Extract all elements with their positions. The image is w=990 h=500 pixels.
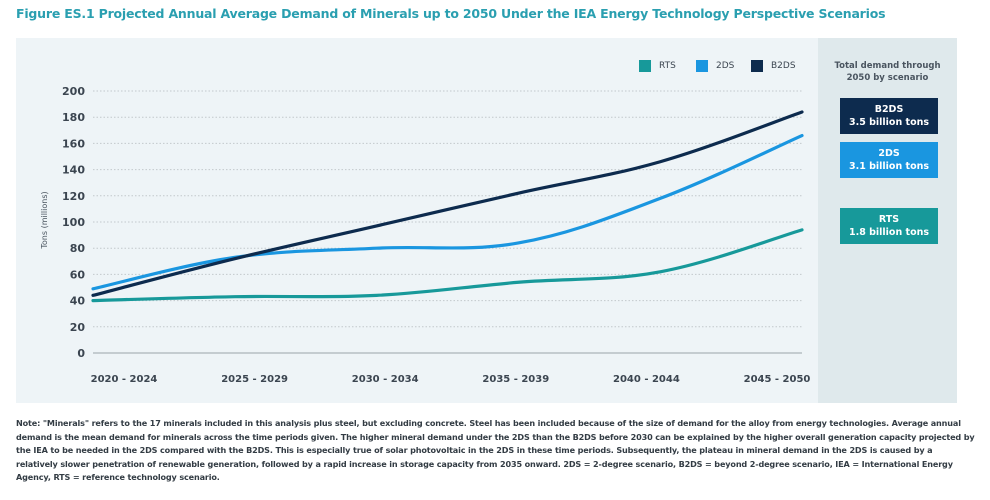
totals-heading-line1: Total demand through bbox=[834, 61, 941, 71]
x-tick-labels: 2020 - 2024 2025 - 2029 2030 - 2034 2035 - … bbox=[91, 374, 811, 385]
y-tick-label: 140 bbox=[62, 164, 85, 177]
totals-panel: Total demand through 2050 by scenario B2… bbox=[818, 38, 957, 403]
figure-title: Figure ES.1 Projected Annual Average Dem… bbox=[16, 6, 886, 21]
series-lines bbox=[91, 110, 804, 303]
total-box-b2ds: B2DS 3.5 billion tons bbox=[840, 98, 938, 134]
x-tick-label: 2030 - 2034 bbox=[352, 374, 419, 385]
legend-label: RTS bbox=[659, 61, 676, 71]
total-box-value: 1.8 billion tons bbox=[848, 227, 930, 238]
legend-item-2ds: 2DS bbox=[696, 59, 734, 73]
y-tick-label: 180 bbox=[62, 111, 85, 124]
x-tick-label: 2020 - 2024 bbox=[91, 374, 158, 385]
legend-item-rts: RTS bbox=[639, 59, 676, 73]
chart-panel bbox=[16, 38, 818, 403]
legend-swatch bbox=[751, 60, 763, 72]
y-tick-labels: 0 20 40 60 80 100 120 140 160 180 200 bbox=[62, 85, 85, 360]
total-box-scenario: B2DS bbox=[874, 104, 904, 115]
legend-swatch bbox=[639, 60, 651, 72]
legend-label: B2DS bbox=[771, 61, 796, 71]
gridlines bbox=[93, 90, 802, 354]
total-box-scenario: RTS bbox=[878, 214, 900, 225]
legend-item-b2ds: B2DS bbox=[751, 59, 796, 73]
series-line-2ds bbox=[91, 133, 804, 291]
y-tick-label: 60 bbox=[70, 268, 86, 281]
y-tick-label: 40 bbox=[70, 295, 86, 308]
y-tick-label: 160 bbox=[62, 137, 85, 150]
x-tick-label: 2045 - 2050 bbox=[744, 374, 811, 385]
legend-label: 2DS bbox=[716, 61, 735, 71]
x-tick-label: 2025 - 2029 bbox=[221, 374, 288, 385]
total-box-rts: RTS 1.8 billion tons bbox=[840, 208, 938, 244]
y-tick-label: 200 bbox=[62, 85, 85, 98]
total-box-2ds: 2DS 3.1 billion tons bbox=[840, 142, 938, 178]
y-tick-label: 80 bbox=[70, 242, 86, 255]
legend-swatch bbox=[696, 60, 708, 72]
x-tick-label: 2035 - 2039 bbox=[482, 374, 549, 385]
x-tick-label: 2040 - 2044 bbox=[613, 374, 680, 385]
total-box-value: 3.5 billion tons bbox=[848, 117, 930, 128]
series-line-rts bbox=[91, 228, 804, 303]
total-box-scenario: 2DS bbox=[878, 148, 900, 159]
totals-heading-line2: 2050 by scenario bbox=[846, 73, 929, 83]
totals-heading: Total demand through 2050 by scenario bbox=[818, 60, 957, 84]
total-box-value: 3.1 billion tons bbox=[848, 161, 930, 172]
series-line-b2ds bbox=[91, 110, 804, 297]
y-tick-label: 100 bbox=[62, 216, 85, 229]
y-tick-label: 0 bbox=[77, 347, 85, 360]
y-tick-label: 120 bbox=[62, 190, 85, 203]
y-tick-label: 20 bbox=[70, 321, 86, 334]
figure-note: Note: "Minerals" refers to the 17 minera… bbox=[16, 418, 975, 483]
